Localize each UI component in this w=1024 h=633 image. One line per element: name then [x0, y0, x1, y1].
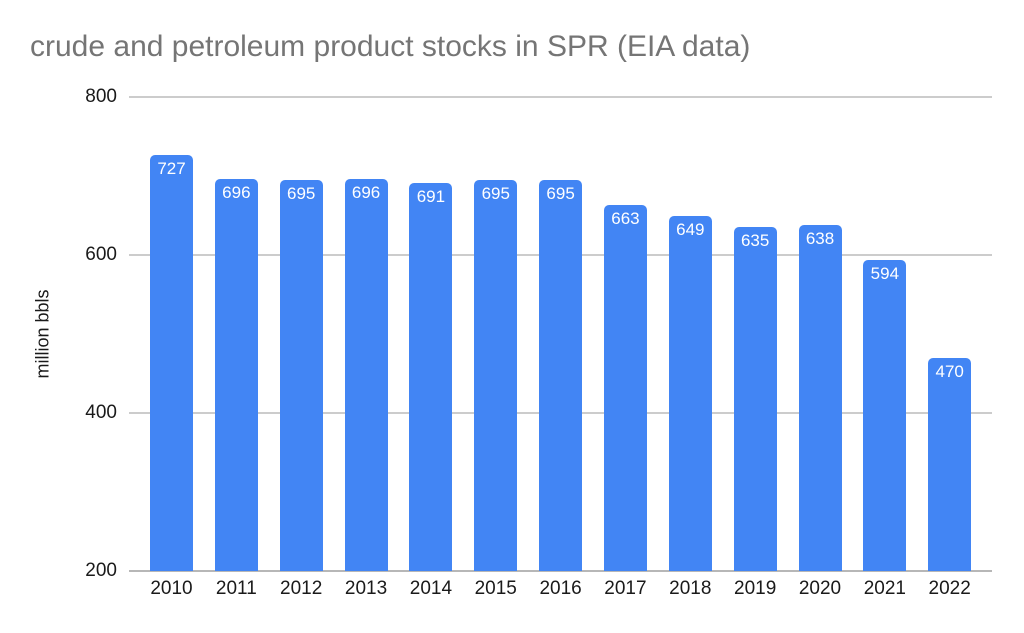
x-tick-label: 2022 — [928, 578, 971, 599]
bar-value-label: 695 — [481, 183, 510, 203]
bar-value-label: 727 — [157, 158, 186, 178]
bar: 594 — [863, 259, 907, 571]
bar-value-label: 695 — [546, 183, 575, 203]
x-axis-line — [129, 570, 992, 572]
bar-value-label: 470 — [935, 361, 964, 381]
bar: 649 — [668, 216, 712, 571]
x-tick-label: 2015 — [474, 578, 517, 599]
y-tick-label: 800 — [85, 86, 117, 107]
bar: 638 — [798, 224, 842, 571]
y-axis-title: million bbls — [32, 289, 53, 379]
y-tick-label: 400 — [85, 402, 117, 423]
bar-value-label: 663 — [611, 209, 640, 229]
bar: 696 — [344, 179, 388, 571]
bar-value-label: 649 — [676, 220, 705, 240]
bar: 695 — [279, 179, 323, 571]
bar-value-label: 695 — [287, 183, 316, 203]
bar: 727 — [150, 154, 193, 571]
bar-value-label: 638 — [805, 228, 835, 248]
x-tick-label: 2010 — [150, 578, 193, 599]
x-tick-label: 2021 — [863, 578, 906, 599]
bar: 663 — [603, 205, 647, 571]
x-tick-label: 2016 — [539, 578, 582, 599]
bar-value-label: 696 — [351, 183, 381, 203]
gridline — [129, 96, 992, 98]
x-tick-label: 2020 — [798, 578, 842, 599]
bar-value-label: 594 — [870, 263, 900, 283]
bar-value-label: 691 — [416, 187, 446, 207]
bar: 470 — [928, 357, 972, 571]
x-tick-label: 2011 — [215, 578, 257, 599]
bar-value-label: 635 — [740, 231, 770, 251]
x-tick-label: 2012 — [280, 578, 323, 599]
bar: 695 — [539, 179, 583, 571]
x-tick-label: 2014 — [409, 578, 453, 599]
bar: 691 — [409, 183, 453, 571]
x-tick-label: 2013 — [344, 578, 388, 599]
plot-area: 800 600 400 200 727 2010 696 2011 695 2012 696 2013… — [85, 86, 992, 599]
bar: 695 — [474, 179, 518, 571]
y-tick-label: 600 — [85, 244, 117, 265]
x-tick-label: 2017 — [604, 578, 647, 599]
bar: 635 — [733, 227, 777, 571]
x-tick-label: 2018 — [669, 578, 712, 599]
y-tick-label: 200 — [85, 560, 117, 581]
x-tick-label: 2019 — [734, 578, 777, 599]
bar: 696 — [214, 179, 258, 571]
bar-value-label: 696 — [222, 183, 251, 203]
chart-title: crude and petroleum product stocks in SP… — [30, 30, 751, 63]
